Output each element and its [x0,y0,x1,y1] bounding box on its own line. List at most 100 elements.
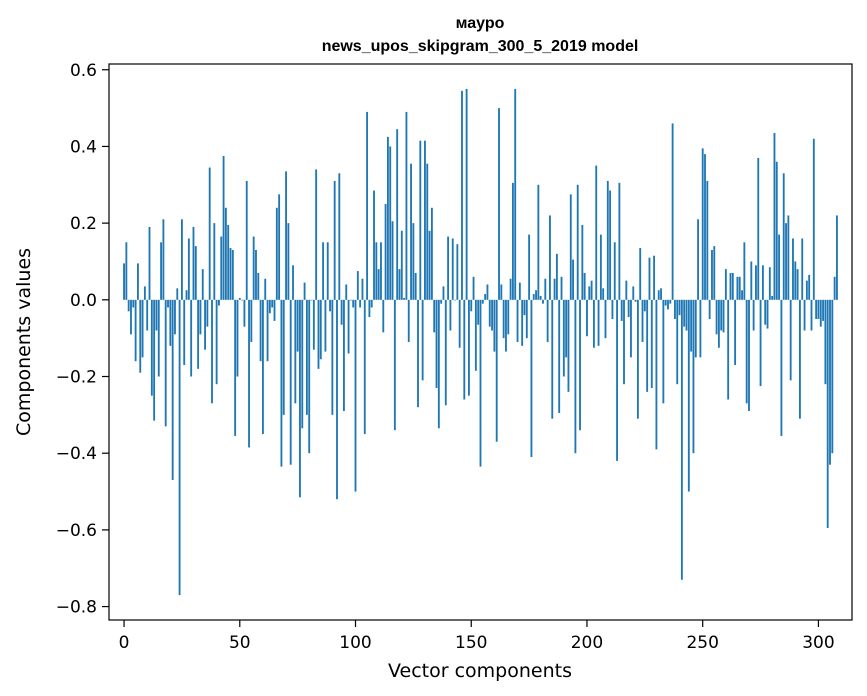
bar [169,299,172,346]
x-tick-label: 100 [339,633,371,653]
bar [801,238,804,300]
bar [613,242,616,300]
bar [167,299,169,308]
bar [157,299,160,377]
bar [421,299,424,381]
bar [484,294,487,300]
bar [231,249,234,300]
bar [792,238,794,300]
bar [511,182,514,300]
bar [780,299,783,436]
bar [667,299,669,310]
bar [794,261,797,300]
bar [442,286,445,300]
bar [574,299,577,454]
x-tick-label: 0 [119,633,130,653]
bar [694,299,697,358]
bar [516,299,519,342]
bar [454,299,456,301]
x-axis-label: Vector components [388,660,572,682]
bar [310,299,313,301]
bar [583,272,586,300]
bar [803,299,806,331]
bar [389,146,392,300]
bar [680,299,683,580]
bar [711,249,713,300]
bar [370,299,373,308]
bar [224,207,227,300]
bar [678,299,681,316]
bar [720,299,723,331]
bar [812,138,815,300]
bar [657,290,660,300]
bar [653,255,656,300]
bar [280,299,283,467]
bar [558,299,561,413]
bar [782,173,785,300]
bar [481,299,484,304]
bar [616,299,618,461]
bar [502,299,505,339]
bar [521,299,524,346]
bar [771,295,774,300]
bar [194,246,197,300]
bar [201,269,204,300]
bar [546,299,549,342]
bar [222,156,225,300]
bar [396,129,399,300]
bar [141,299,144,358]
bar [636,299,639,419]
bar [428,230,431,300]
bar [345,284,348,300]
bar [305,299,308,415]
bar [706,180,709,300]
bar [137,263,139,300]
bar [465,88,468,300]
bar [768,267,771,300]
bar [322,242,325,300]
bar [729,272,732,300]
bar [822,299,824,321]
bar [299,299,301,498]
y-tick-label: 0.0 [70,291,97,311]
bar [579,299,581,431]
bar [199,299,202,335]
bar [377,269,380,300]
bar [748,299,750,412]
bar [532,294,535,300]
y-axis-label: Components values [13,248,35,436]
x-tick-label: 150 [455,633,487,653]
bar [414,272,417,300]
bar [810,299,813,331]
bar [426,163,429,300]
bar [833,276,836,300]
bar [539,295,542,300]
bar [410,163,412,300]
bar [150,299,153,396]
bar [701,148,704,300]
bar [549,215,551,300]
bar [447,236,450,300]
bar [602,288,605,300]
bar [551,299,554,419]
bar [130,299,132,335]
bar [315,169,318,300]
bar [660,288,662,300]
bar [831,299,834,454]
y-tick-label: −0.4 [56,444,97,464]
bar [424,140,426,300]
bar [326,242,329,300]
bar [391,221,394,300]
bar [127,299,130,312]
bar [692,299,695,454]
bar [461,90,463,300]
bar [437,299,440,429]
bar [724,269,727,300]
bar [727,299,730,400]
bar [174,299,176,335]
bar [440,299,443,304]
bar [773,133,776,300]
bar [257,272,260,300]
bar [343,299,345,412]
